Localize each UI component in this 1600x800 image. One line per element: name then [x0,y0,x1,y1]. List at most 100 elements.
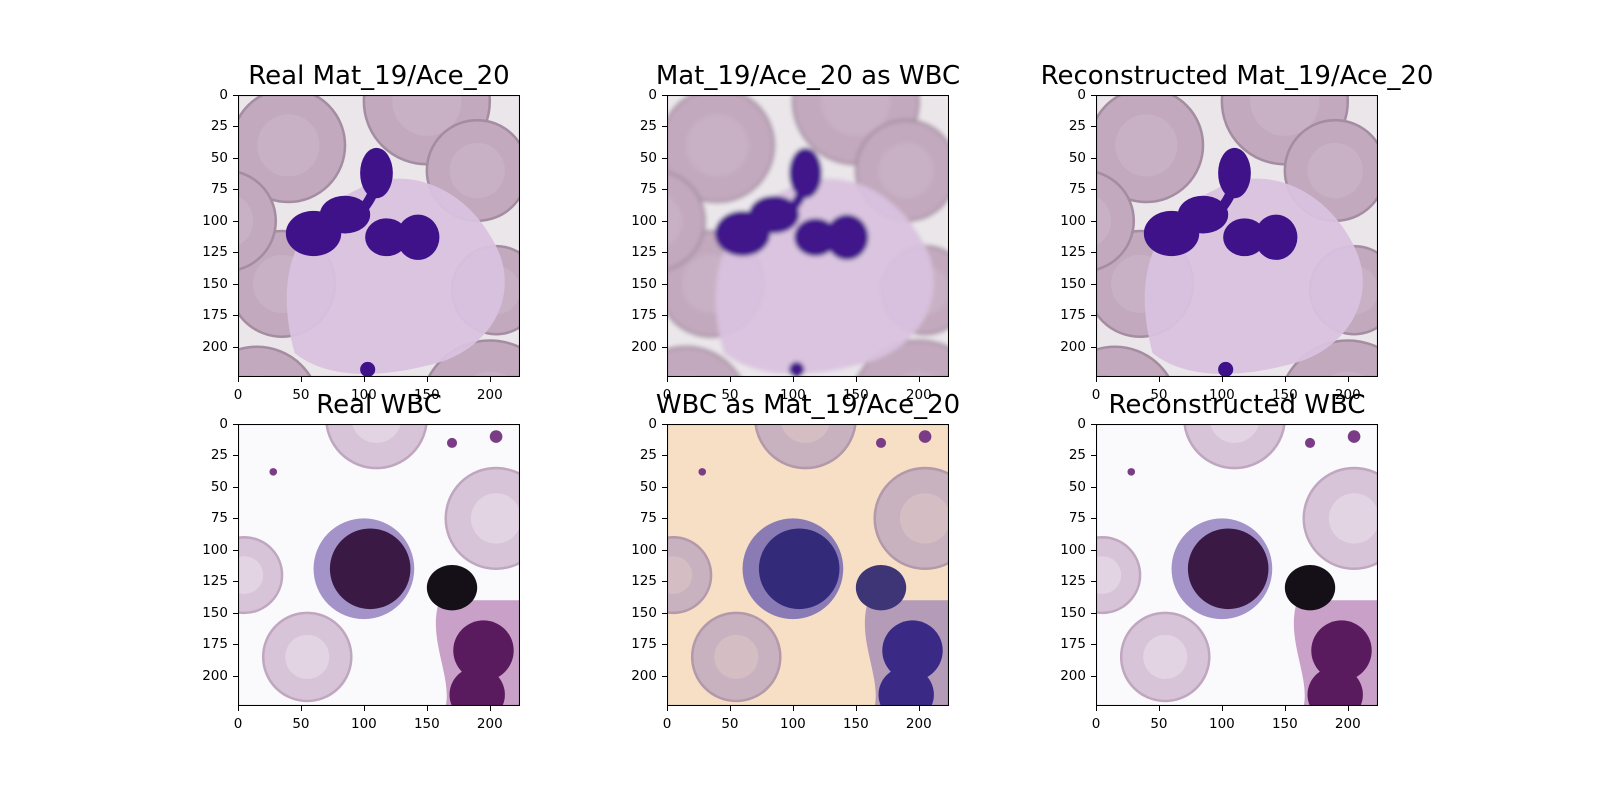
y-tick-label: 75 [1068,181,1086,198]
lymphocyte-micrograph-beige [667,424,949,706]
y-tick-mark [662,220,667,222]
y-tick-label: 125 [1060,573,1086,590]
y-tick-mark [1091,644,1096,646]
x-tick-label: 0 [662,387,672,403]
x-tick-mark [1158,377,1160,382]
y-tick-mark [233,549,238,551]
x-tick-mark [238,706,239,711]
y-tick-label: 50 [210,478,228,495]
y-tick-mark [1091,346,1096,348]
y-tick-label: 175 [631,307,657,324]
x-tick-label: 50 [292,716,310,732]
x-tick-mark [426,377,428,382]
y-tick-label: 150 [202,275,228,292]
y-tick-label: 175 [631,636,657,653]
x-tick-mark [792,377,794,382]
y-tick-mark [662,455,667,457]
y-tick-label: 150 [631,604,657,621]
x-tick-label: 100 [780,716,806,732]
y-tick-label: 50 [639,478,657,495]
y-tick-label: 0 [648,416,657,432]
y-tick-label: 200 [631,338,657,355]
y-tick-label: 75 [1068,510,1086,527]
y-tick-mark [662,675,667,677]
y-tick-label: 100 [202,212,228,229]
y-tick-mark [1091,549,1096,551]
y-tick-label: 25 [1068,118,1086,135]
y-tick-mark [1091,252,1096,254]
y-tick-mark [662,424,667,425]
y-tick-mark [233,424,238,425]
y-tick-label: 75 [639,181,657,198]
subplot-panel: Real WBC 0 25 50 75 100 125 150 175 200 0 50 100 150 2… [202,390,520,731]
y-tick-label: 175 [1060,307,1086,324]
neutrophil-micrograph [238,95,520,377]
y-tick-label: 100 [1060,212,1086,229]
x-tick-label: 100 [1209,716,1235,732]
y-tick-mark [233,252,238,254]
y-tick-label: 200 [1060,667,1086,684]
x-tick-label: 150 [413,387,440,403]
x-tick-label: 0 [1091,716,1101,732]
y-tick-mark [1091,455,1096,457]
y-tick-mark [233,189,238,191]
y-tick-label: 150 [1060,604,1086,621]
y-tick-label: 25 [639,118,657,135]
y-tick-label: 75 [210,181,228,198]
y-tick-label: 125 [631,573,657,590]
y-tick-mark [1091,518,1096,520]
y-tick-label: 100 [1060,541,1086,558]
x-tick-label: 150 [1271,387,1298,403]
x-tick-mark [1096,377,1097,382]
y-tick-label: 150 [202,604,228,621]
neutrophil-micrograph [1096,95,1378,377]
x-tick-mark [918,706,920,711]
y-tick-label: 50 [1068,149,1086,166]
x-tick-mark [855,377,857,382]
x-tick-label: 100 [780,387,806,403]
x-tick-mark [363,706,365,711]
y-tick-label: 100 [631,212,657,229]
y-tick-label: 25 [1068,447,1086,464]
y-tick-mark [233,612,238,614]
subplot-title: Reconstructed Mat_19/Ace_20 [1040,61,1434,91]
y-tick-label: 200 [202,667,228,684]
x-tick-label: 200 [905,716,932,732]
y-tick-mark [233,455,238,457]
x-tick-mark [1347,377,1349,382]
y-tick-mark [662,346,667,348]
y-tick-mark [233,95,238,96]
x-tick-label: 100 [351,716,377,732]
y-tick-label: 0 [1077,416,1086,432]
x-tick-label: 150 [842,716,869,732]
y-tick-label: 125 [1060,244,1086,261]
x-tick-label: 200 [476,716,503,732]
subplot-panel: WBC as Mat_19/Ace_20 0 25 50 75 100 125 150 175 2… [631,390,960,731]
subplot-title: WBC as Mat_19/Ace_20 [655,390,961,420]
subplot-panel: Reconstructed WBC 0 25 50 75 100 125 150 175 200 0… [1060,390,1378,731]
x-tick-mark [667,377,668,382]
x-tick-label: 50 [721,716,739,732]
x-tick-mark [1284,706,1286,711]
subplot-title: Mat_19/Ace_20 as WBC [655,61,961,91]
x-tick-label: 50 [721,387,739,403]
y-tick-mark [233,675,238,677]
y-tick-label: 100 [202,541,228,558]
subplot-title: Real Mat_19/Ace_20 [248,61,510,91]
x-tick-label: 0 [233,716,243,732]
y-tick-label: 0 [648,87,657,103]
y-tick-mark [662,283,667,285]
subplot-panel: Real Mat_19/Ace_20 0 25 50 75 100 125 150 175 200… [202,61,520,402]
x-tick-mark [489,706,491,711]
subplot-panel: Reconstructed Mat_19/Ace_20 0 25 50 75 100 125… [1041,61,1434,402]
x-tick-label: 50 [1150,716,1168,732]
y-tick-mark [662,486,667,488]
y-tick-mark [1091,283,1096,285]
y-tick-label: 25 [210,118,228,135]
y-tick-mark [233,486,238,488]
x-tick-mark [855,706,857,711]
y-tick-mark [1091,126,1096,128]
y-tick-label: 200 [202,338,228,355]
y-tick-mark [1091,220,1096,222]
x-tick-mark [489,377,491,382]
